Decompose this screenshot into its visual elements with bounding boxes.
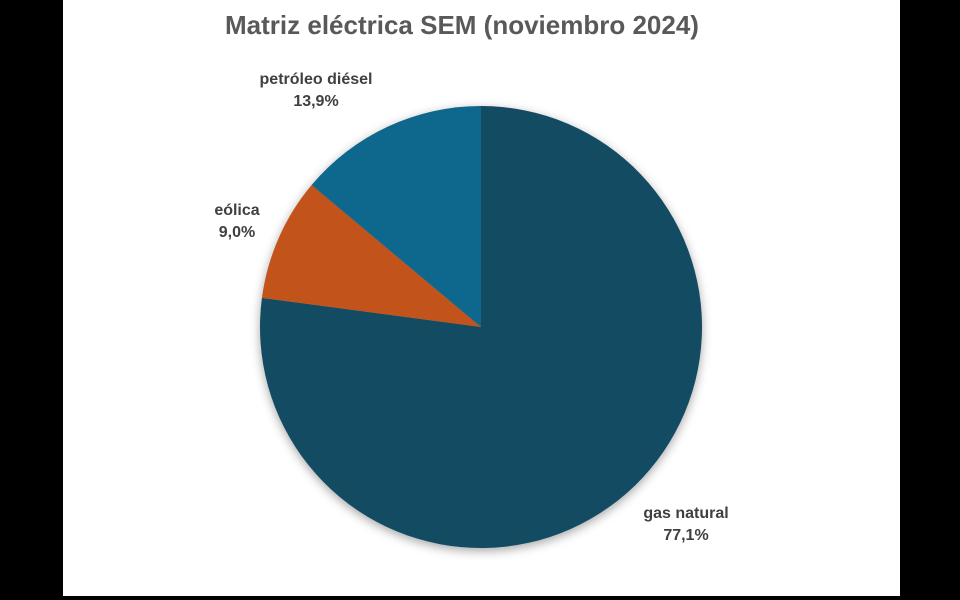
letterbox-bottom [0, 596, 960, 600]
slice-label-text: eólica [214, 202, 260, 219]
slice-label-gas-natural: gas natural 77,1% [586, 503, 786, 547]
slice-label-eolica: eólica 9,0% [157, 200, 317, 244]
slice-label-text: gas natural [643, 505, 729, 522]
pie-slice-eolica [261, 185, 481, 327]
slice-label-pct: 9,0% [218, 224, 256, 241]
slice-label-text: petróleo diésel [259, 71, 373, 88]
pie-slice-petroleo-diesel [311, 106, 481, 327]
chart-title: Matriz eléctrica SEM (noviembro 2024) [225, 10, 699, 40]
slice-label-petroleo-diesel: petróleo diésel 13,9% [216, 69, 416, 113]
letterbox-left [0, 0, 63, 600]
letterbox-right [900, 0, 960, 600]
slice-label-pct: 77,1% [663, 527, 709, 544]
slice-label-pct: 13,9% [293, 93, 339, 110]
pie-slices-group [259, 106, 702, 549]
pie-slice-gas-natural [259, 106, 702, 549]
